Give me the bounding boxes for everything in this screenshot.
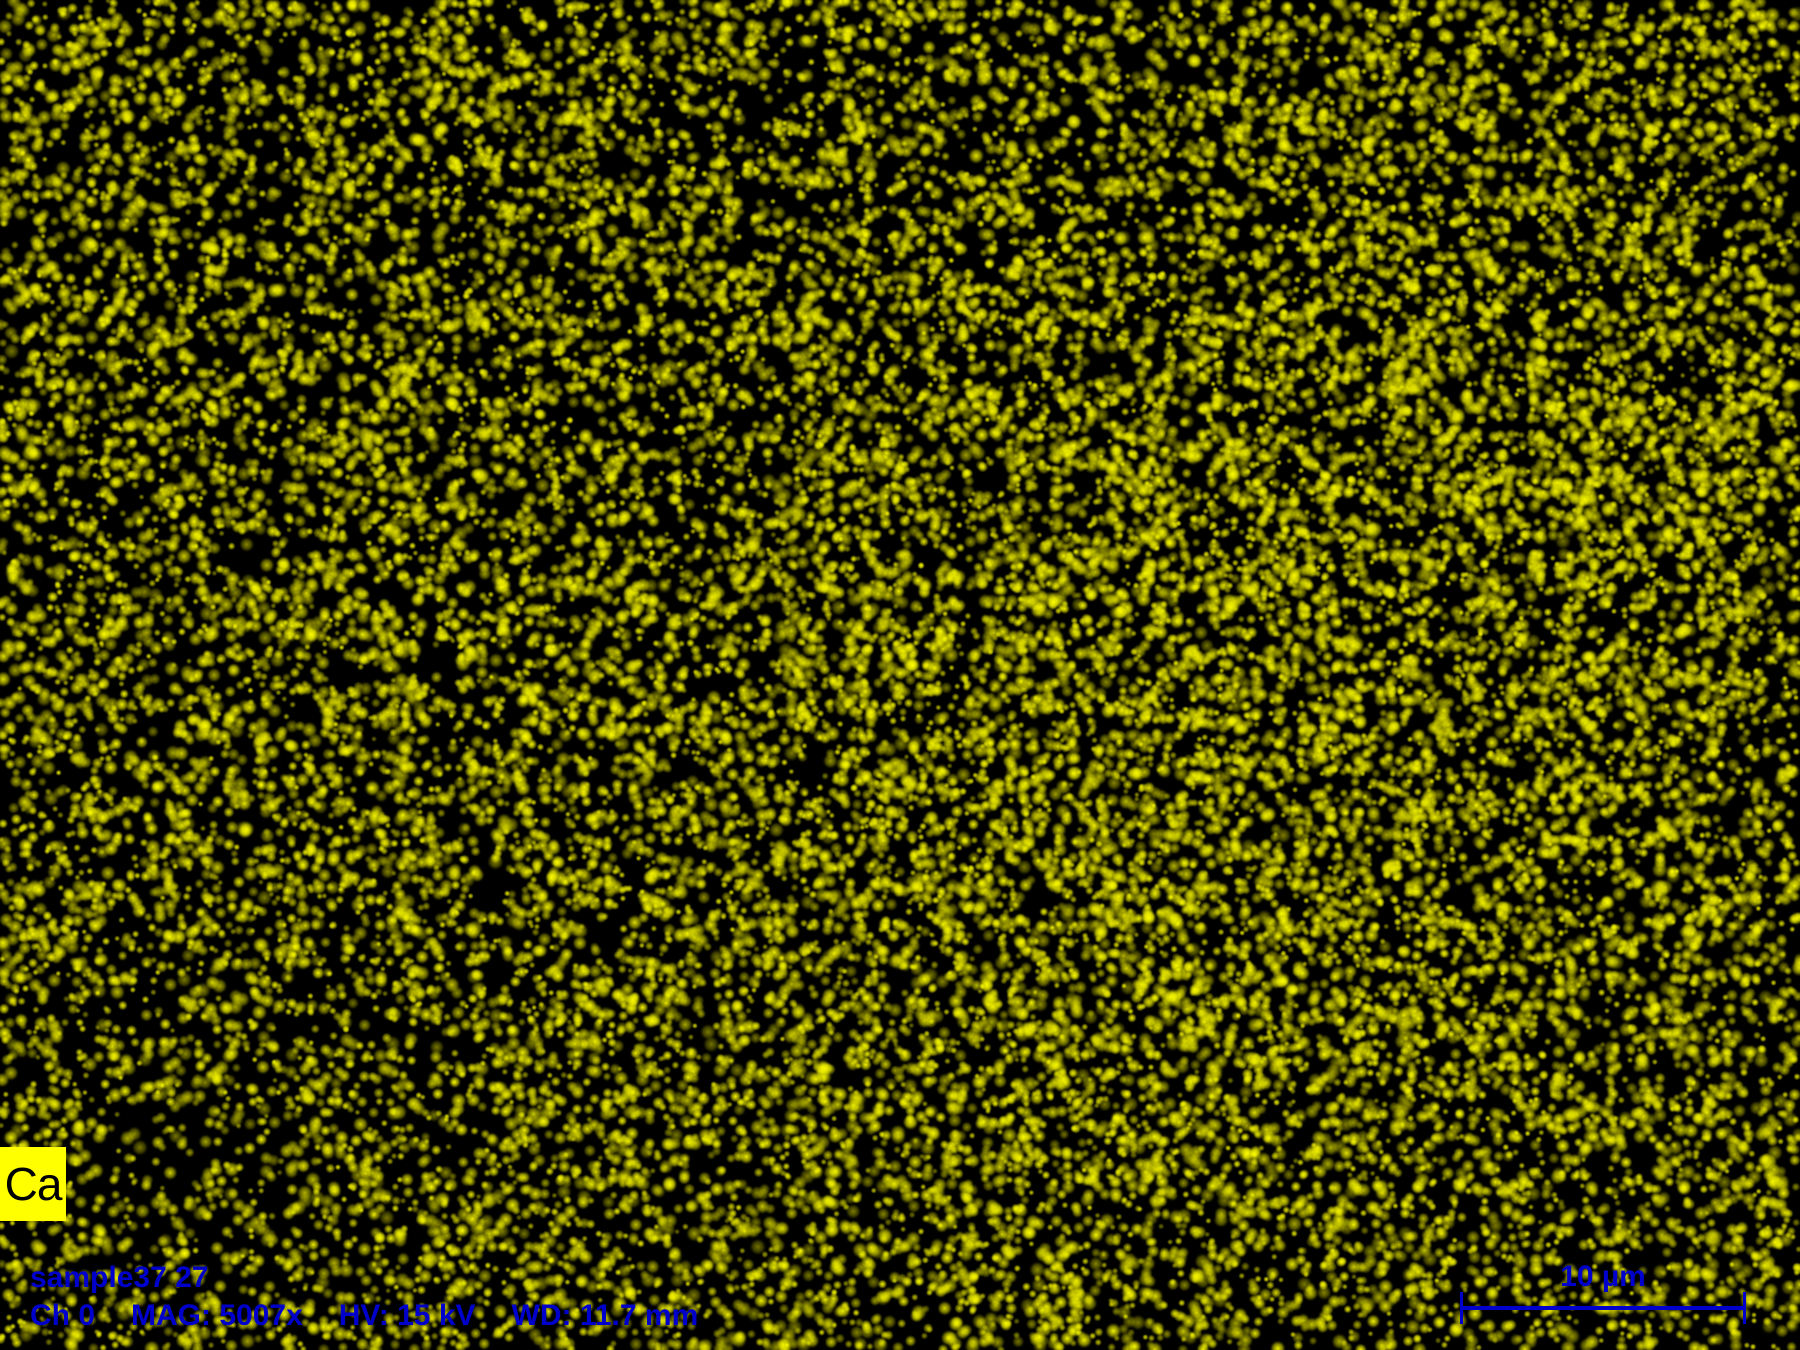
scale-bar-right-tick bbox=[1743, 1292, 1746, 1324]
acquisition-info: sample37 27 Ch 0 MAG: 5007x HV: 15 kV WD… bbox=[30, 1259, 698, 1335]
scale-bar: 10 µm bbox=[1460, 1258, 1746, 1330]
high-voltage-label: HV: 15 kV bbox=[338, 1299, 476, 1332]
acquisition-parameters: Ch 0 MAG: 5007x HV: 15 kV WD: 11.7 mm bbox=[30, 1297, 698, 1335]
scale-bar-label: 10 µm bbox=[1560, 1260, 1646, 1293]
element-label: Ca bbox=[0, 1147, 66, 1221]
scale-bar-left-tick bbox=[1460, 1292, 1463, 1324]
scale-bar-line bbox=[1460, 1306, 1746, 1310]
channel-label: Ch 0 bbox=[30, 1299, 96, 1332]
sample-name: sample37 27 bbox=[30, 1261, 209, 1294]
magnification-label: MAG: 5007x bbox=[131, 1299, 303, 1332]
working-distance-label: WD: 11.7 mm bbox=[511, 1299, 699, 1332]
